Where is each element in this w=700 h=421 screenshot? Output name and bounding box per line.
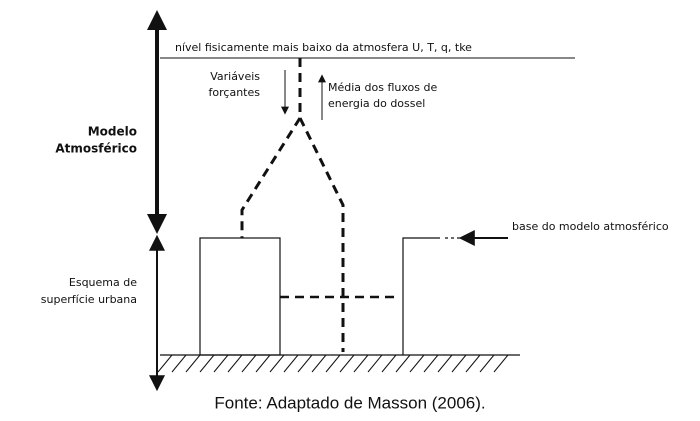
model-label: Atmosférico [55, 142, 137, 156]
hatch [339, 354, 355, 373]
forcing-label: forçantes [209, 86, 261, 99]
hatch [241, 354, 257, 373]
hatch [353, 354, 369, 373]
forcing-label: Variáveis [210, 70, 260, 83]
top-level-label: nível fisicamente mais baixo da atmosfer… [175, 41, 472, 54]
hatch [395, 354, 411, 373]
caption: Fonte: Adaptado de Masson (2006). [214, 393, 485, 412]
hatch [409, 354, 425, 373]
hatch [185, 354, 201, 373]
hatch [199, 354, 215, 373]
hatch [325, 354, 341, 373]
hatch [451, 354, 467, 373]
flux-label: Média dos fluxos de [328, 81, 437, 94]
hatch [311, 354, 327, 373]
hatch [269, 354, 285, 373]
hatch [255, 354, 271, 373]
hatch [367, 354, 383, 373]
dashed-coupling [240, 58, 302, 238]
building [402, 237, 440, 355]
shapes [147, 10, 575, 392]
hatch [479, 354, 495, 373]
hatch [381, 354, 397, 373]
model-label: Modelo [88, 125, 137, 139]
dashed-coupling [298, 117, 345, 352]
hatch [465, 354, 481, 373]
hatch [227, 354, 243, 373]
hatch [157, 354, 173, 373]
building [199, 237, 281, 356]
base-label: base do modelo atmosférico [512, 220, 669, 233]
flux-label: energia do dossel [328, 97, 425, 110]
urban-label: Esquema de [69, 276, 137, 289]
urban-label: superfície urbana [41, 293, 137, 306]
hatch [171, 354, 187, 373]
hatch [283, 354, 299, 373]
hatch [213, 354, 229, 373]
hatch [297, 354, 313, 373]
hatch [493, 354, 509, 373]
hatch [423, 354, 439, 373]
hatch [437, 354, 453, 373]
